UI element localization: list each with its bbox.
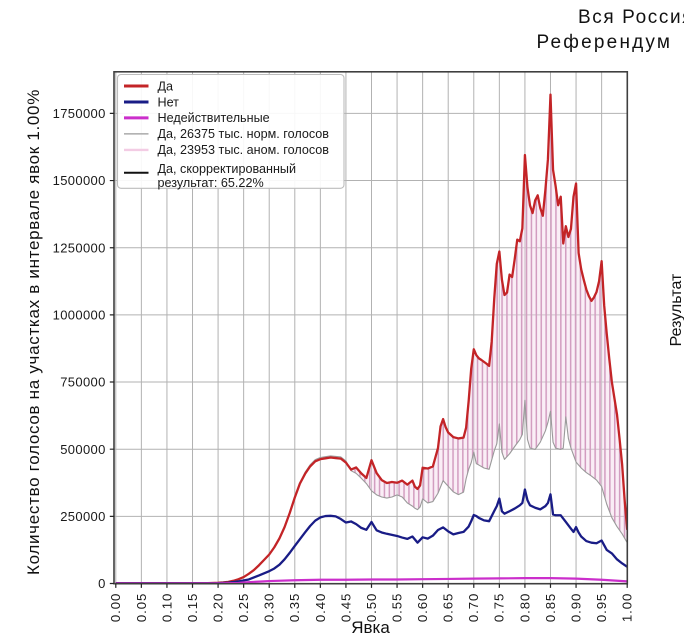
svg-text:250000: 250000 xyxy=(60,509,105,524)
svg-text:0.90: 0.90 xyxy=(568,593,583,622)
svg-text:Да, 26375 тыс. норм. голосов: Да, 26375 тыс. норм. голосов xyxy=(158,127,330,141)
svg-text:0.35: 0.35 xyxy=(287,593,302,622)
svg-text:0.80: 0.80 xyxy=(517,593,532,622)
svg-text:0.45: 0.45 xyxy=(338,593,353,622)
svg-text:0.40: 0.40 xyxy=(313,593,328,622)
svg-text:1250000: 1250000 xyxy=(53,240,106,255)
svg-text:Недействительные: Недействительные xyxy=(158,111,270,125)
svg-text:Да: Да xyxy=(158,79,174,93)
svg-text:0.55: 0.55 xyxy=(389,593,404,622)
svg-text:0.50: 0.50 xyxy=(364,593,379,622)
svg-text:1500000: 1500000 xyxy=(53,173,106,188)
svg-text:0.65: 0.65 xyxy=(441,593,456,622)
svg-text:Да, 23953 тыс. аном. голосов: Да, 23953 тыс. аном. голосов xyxy=(158,143,330,157)
svg-text:0: 0 xyxy=(98,576,106,591)
svg-text:Явка: Явка xyxy=(351,618,390,635)
svg-text:0.85: 0.85 xyxy=(543,593,558,622)
svg-text:0.30: 0.30 xyxy=(262,593,277,622)
svg-text:Количество голосов на участках: Количество голосов на участках в интерва… xyxy=(24,89,43,575)
svg-text:0.60: 0.60 xyxy=(415,593,430,622)
svg-text:Результат: Результат xyxy=(668,273,684,346)
svg-text:0.95: 0.95 xyxy=(594,593,609,622)
svg-text:500000: 500000 xyxy=(60,442,105,457)
svg-text:0.75: 0.75 xyxy=(492,593,507,622)
svg-text:1.00: 1.00 xyxy=(620,593,635,622)
svg-text:0.15: 0.15 xyxy=(185,593,200,622)
svg-text:0.25: 0.25 xyxy=(236,593,251,622)
svg-text:0.00: 0.00 xyxy=(108,593,123,622)
svg-text:0.10: 0.10 xyxy=(159,593,174,622)
svg-text:0.05: 0.05 xyxy=(134,593,149,622)
svg-text:1000000: 1000000 xyxy=(53,307,106,322)
svg-text:результат: 65.22%: результат: 65.22% xyxy=(158,176,264,190)
svg-text:Нет: Нет xyxy=(158,95,180,109)
svg-text:0.70: 0.70 xyxy=(466,593,481,622)
svg-text:750000: 750000 xyxy=(60,375,105,390)
svg-text:0.20: 0.20 xyxy=(210,593,225,622)
svg-text:Да, скорректированный: Да, скорректированный xyxy=(158,162,297,176)
svg-text:Референдум: Референдум xyxy=(537,32,673,53)
svg-text:1750000: 1750000 xyxy=(53,106,106,121)
svg-text:Вся Россия: Вся Россия xyxy=(578,7,684,28)
